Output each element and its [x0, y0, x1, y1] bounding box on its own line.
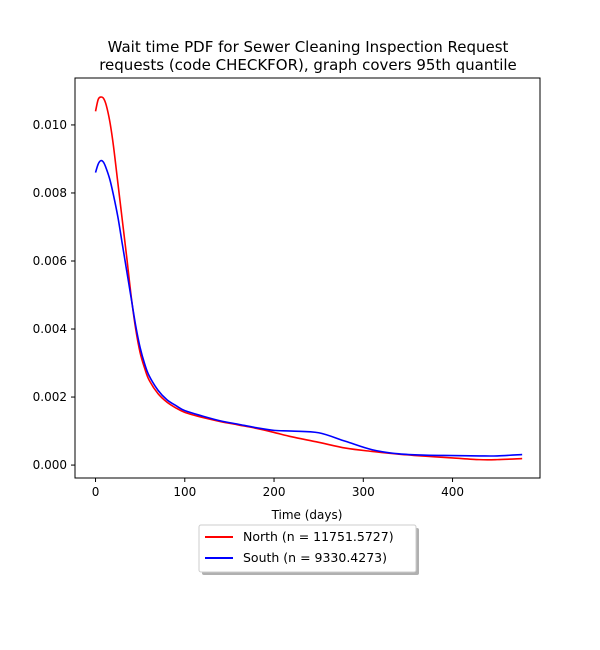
chart-title-line-1: Wait time PDF for Sewer Cleaning Inspect…	[108, 38, 509, 56]
x-tick-label: 200	[263, 485, 286, 499]
series-line-south	[94, 159, 523, 457]
x-tick-label: 100	[173, 485, 196, 499]
legend-box	[198, 524, 417, 573]
y-tick-label: 0.008	[33, 186, 67, 200]
legend-label-south: South (n = 9330.4273)	[243, 550, 387, 565]
axes-layer: 0 100 200 300 400 0.000 0.002 0.004 0.006 0.008 0.…	[33, 118, 464, 499]
y-tick-label: 0.004	[33, 322, 67, 336]
y-tick-label: 0.010	[33, 118, 67, 132]
x-tick-label: 400	[441, 485, 464, 499]
x-axis-label: Time (days)	[271, 508, 343, 522]
series-layer	[94, 96, 523, 461]
x-tick-label: 300	[352, 485, 375, 499]
series-line-north	[94, 96, 523, 461]
chart-title-line-2: requests (code CHECKFOR), graph covers 9…	[99, 56, 517, 74]
y-tick-label: 0.002	[33, 390, 67, 404]
legend-label-north: North (n = 11751.5727)	[243, 529, 394, 544]
y-tick-label: 0.006	[33, 254, 67, 268]
x-tick-label: 0	[92, 485, 100, 499]
plot-frame	[74, 77, 541, 479]
legend: North (n = 11751.5727) South (n = 9330.4…	[198, 524, 419, 575]
y-tick-label: 0.000	[33, 458, 67, 472]
